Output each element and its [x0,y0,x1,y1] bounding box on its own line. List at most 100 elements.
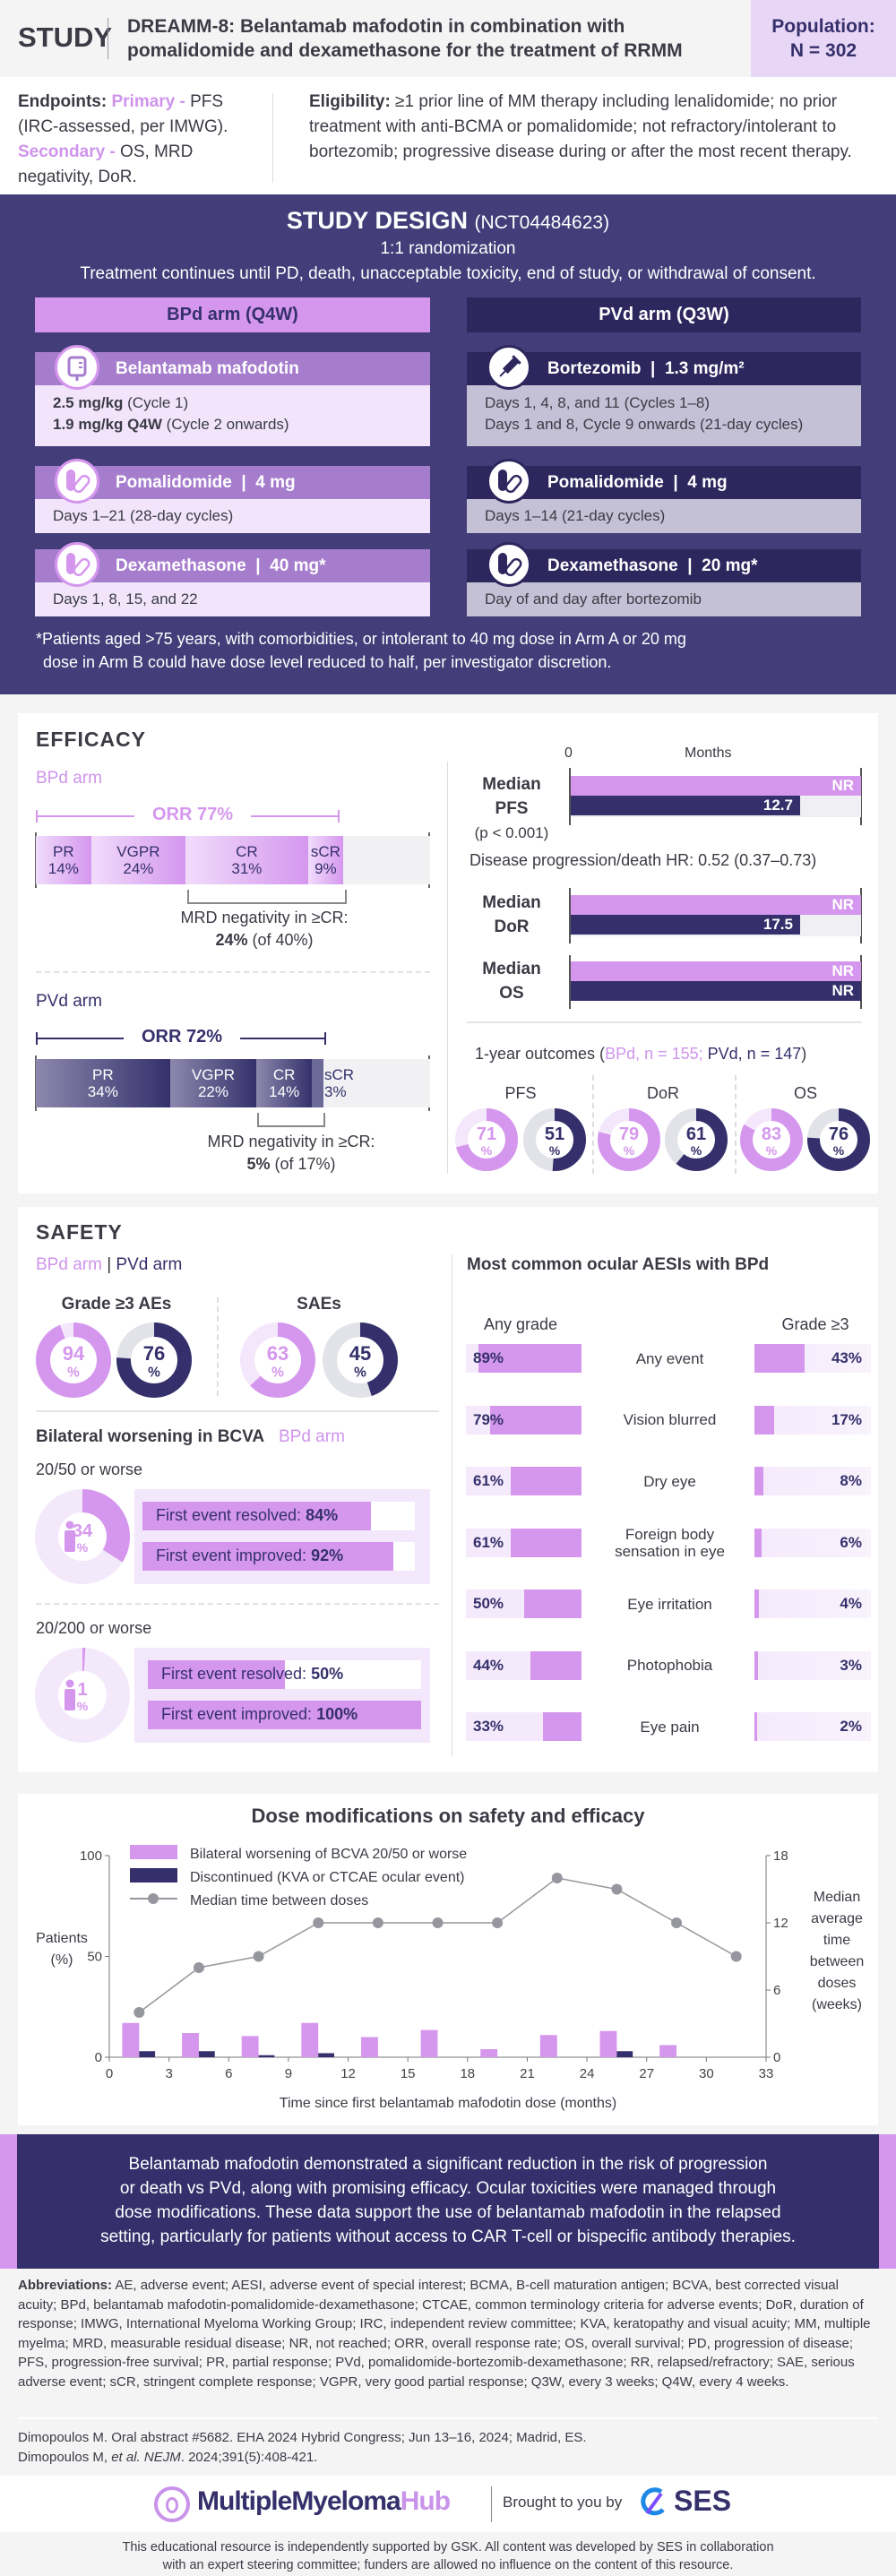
design-footnote: *Patients aged >75 years, with comorbidi… [36,627,686,674]
bcva-level-label: 20/200 or worse [36,1619,152,1637]
seg-value: 14% [269,1083,300,1100]
grade3-label: Grade ≥3 AEs [61,1295,172,1314]
secondary-text: OS, MRD negativity, DoR. [18,142,194,186]
mrd-value: 24% [215,931,248,949]
divider [467,1021,862,1023]
dose-bold: 2.5 mg/kg [53,394,124,411]
dose-note: (Cycle 2 onwards) [161,416,289,433]
seg-name: sCR [310,843,340,860]
conclusion-line: dose modifications. These data support t… [115,2203,781,2222]
ses-logo: SES [674,2485,732,2517]
median-pfs-label: Median PFS (p < 0.001) [457,772,566,845]
percent-sign: % [848,1595,862,1612]
bpd-bar: NR [571,776,861,796]
donut-value: 34 [73,1521,93,1541]
pvd-label: PVd arm [116,1255,183,1274]
drug-header: Pomalidomide | 4 mg [467,466,861,499]
bcva-improved-bar: First event improved: 100% [148,1701,421,1729]
design-heading: STUDY DESIGN [286,207,468,234]
efficacy-heading: EFFICACY [36,728,146,751]
outcome-label: DoR [646,1084,679,1102]
bar-fill [148,1660,285,1689]
segment-pr: PR 14% [36,836,91,884]
drug-name: Belantamab mafodotin [116,359,299,378]
randomization: 1:1 randomization [380,239,516,258]
donut-bpd: 83 % [740,1108,803,1171]
bracket-end [324,1032,326,1045]
drug-dexamethasone-pvd: Dexamethasone | 20 mg* Day of and day af… [467,542,861,616]
percent-sign: % [77,1699,89,1713]
percent-sign: % [323,1506,339,1524]
label: Median [482,893,541,912]
aesi-any-bar: 61% [466,1528,582,1557]
schedule-line: Days 1, 4, 8, and 11 (Cycles 1–8) [485,394,711,411]
pill-icon [55,542,99,587]
median-time-point [432,1917,444,1928]
header: STUDY DREAMM-8: Belantamab mafodotin in … [0,0,896,77]
seg-name: CR [236,843,258,860]
x-tick-label: 21 [520,2066,535,2081]
disclaimer-line: with an expert steering committee; funde… [162,2558,734,2572]
aesi-heading: Most common ocular AESIs with BPd [467,1255,770,1274]
value: 84 [306,1506,324,1524]
median-time-point [730,1951,742,1962]
dose-note: (Cycle 1) [123,394,189,411]
schedule-line: 2.5 mg/kg (Cycle 1) [53,392,430,414]
chart-legend: Bilateral worsening of BCVA 20/50 or wor… [130,1845,467,1908]
bcva-bar [182,2033,199,2057]
axis-zero: 0 [564,745,573,761]
bar-value: NR [831,896,854,913]
pill-icon [487,542,531,587]
conclusion-line: setting, particularly for patients witho… [100,2227,796,2246]
aesi-label: Vision blurred [623,1411,717,1428]
bpd-label: BPd arm [36,1255,102,1274]
drug-dose: 20 mg* [702,556,758,575]
donut-arc [665,1108,728,1171]
axis-line [569,955,571,1009]
bar-value: NR [831,777,854,794]
drug-schedule: Days 1–14 (21-day cycles) [467,499,861,533]
person-icon [65,1521,75,1552]
segment-cr: CR 14% [256,1059,312,1107]
bar-fill [754,1650,758,1680]
aesi-g3-value: 2% [840,1718,862,1736]
donut-value: 94 [63,1342,85,1365]
value: 8 [840,1472,849,1489]
percent-sign: % [489,1410,504,1428]
bar-fill [490,1405,582,1434]
divider [36,1410,439,1412]
aesi-g3-value: 43% [831,1349,862,1367]
value: 89 [473,1349,490,1366]
value: 79 [473,1410,490,1428]
p-value: (p < 0.001) [474,824,549,841]
bpd-n: BPd, n = 155; [605,1045,703,1063]
aesi-label: Foreign body sensation in eye [615,1525,725,1560]
value: 33 [473,1718,490,1735]
text: ) [801,1045,807,1063]
aesi-any-bar: 79% [466,1405,582,1434]
response-bar-bpd: PR 14% VGPR 24% CR 31% sCR 9% [36,836,430,884]
pill-icon [55,459,99,504]
divider [18,2417,878,2419]
aesi-g3-value: 4% [840,1595,862,1613]
x-tick-label: 24 [580,2066,595,2081]
bpd-bar: NR [571,895,861,915]
legend-swatch-discontinued [130,1868,177,1882]
bcva-bar [241,2036,259,2057]
title-line: pomalidomide and dexamethasone for the t… [127,40,683,61]
seg-value: 14% [47,860,79,877]
mm-hub-logo: MultipleMyelomaHub [197,2486,451,2517]
donut-pvd: 76 % [807,1108,870,1171]
drug-name: Bortezomib [547,359,642,378]
segment-pr: PR 34% [36,1059,170,1107]
donut-value: 51 [545,1124,564,1144]
bar-fill [754,1590,760,1618]
seg-value: 24% [123,860,154,877]
bcva-improved-bar: First event improved: 92% [142,1542,415,1571]
percent-sign: % [489,1595,504,1612]
dashed-divider [735,1075,737,1174]
y2-tick-label: 12 [773,1916,788,1931]
bar-fill [478,1344,582,1373]
x-tick-label: 30 [699,2066,714,2081]
percent-sign: % [848,1410,862,1428]
